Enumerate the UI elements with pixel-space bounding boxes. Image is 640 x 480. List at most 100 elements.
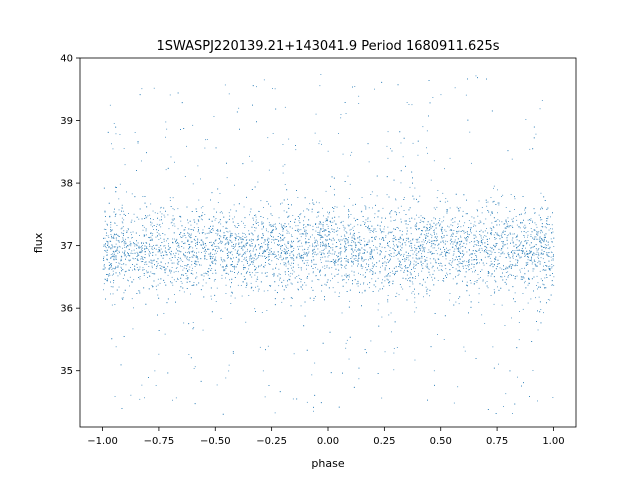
data-point — [502, 231, 503, 233]
data-point — [289, 279, 291, 281]
data-point — [358, 232, 360, 233]
data-point — [172, 399, 173, 401]
data-point — [378, 290, 380, 292]
data-point — [490, 214, 492, 216]
data-point — [518, 322, 520, 323]
data-point — [535, 264, 537, 266]
data-point — [336, 246, 338, 247]
data-point — [368, 228, 370, 229]
data-point — [420, 219, 422, 221]
data-point — [509, 260, 511, 262]
data-point — [511, 251, 512, 253]
data-point — [395, 199, 397, 201]
data-point — [372, 270, 374, 272]
data-point — [130, 245, 132, 247]
data-point — [416, 258, 418, 260]
data-point — [122, 240, 124, 241]
data-point — [522, 293, 524, 294]
data-point — [345, 113, 347, 114]
data-point — [190, 246, 192, 248]
data-point — [155, 285, 157, 287]
data-point — [458, 247, 459, 249]
data-point — [550, 216, 551, 218]
data-point — [298, 220, 300, 222]
data-point — [219, 242, 221, 244]
data-point — [344, 227, 346, 229]
data-point — [164, 245, 166, 247]
data-point — [305, 238, 306, 240]
data-point — [156, 226, 157, 227]
data-point — [172, 238, 173, 240]
data-point — [430, 246, 432, 248]
data-point — [169, 94, 171, 96]
data-point — [432, 240, 434, 242]
data-point — [482, 279, 484, 281]
data-point — [146, 242, 148, 244]
data-point — [502, 245, 504, 247]
data-point — [177, 208, 179, 210]
data-point — [415, 238, 417, 240]
data-point — [465, 232, 467, 233]
data-point — [290, 221, 291, 222]
data-point — [147, 277, 148, 278]
data-point — [527, 302, 529, 304]
data-point — [262, 217, 264, 218]
data-point — [166, 251, 167, 253]
data-point — [453, 259, 455, 261]
data-point — [532, 370, 534, 371]
data-point — [369, 268, 371, 270]
data-point — [316, 254, 317, 256]
data-point — [184, 265, 186, 266]
data-point — [266, 239, 268, 240]
data-point — [470, 227, 472, 229]
data-point — [384, 261, 386, 263]
data-point — [491, 248, 493, 249]
data-point — [344, 235, 346, 237]
data-point — [308, 273, 310, 275]
data-point — [410, 233, 412, 235]
data-point — [278, 233, 280, 234]
data-point — [362, 221, 364, 222]
data-point — [230, 295, 232, 297]
data-point — [278, 273, 280, 275]
data-point — [333, 208, 335, 209]
data-point — [103, 258, 104, 259]
data-point — [282, 239, 284, 241]
data-point — [351, 256, 353, 258]
data-point — [323, 244, 325, 246]
data-point — [528, 252, 530, 254]
data-point — [457, 386, 459, 388]
data-point — [395, 239, 396, 240]
data-point — [116, 248, 118, 250]
data-point — [424, 251, 425, 253]
data-point — [396, 212, 397, 214]
data-point — [393, 241, 395, 243]
data-point — [292, 297, 293, 299]
data-point — [148, 266, 150, 267]
data-point — [295, 149, 297, 151]
data-point — [257, 272, 259, 273]
data-point — [319, 85, 321, 87]
data-point — [295, 225, 297, 227]
data-point — [270, 205, 272, 207]
data-point — [225, 277, 226, 279]
data-point — [261, 223, 263, 224]
data-point — [207, 271, 209, 273]
data-point — [109, 274, 111, 276]
data-point — [505, 279, 507, 281]
data-point — [492, 226, 494, 228]
data-point — [245, 244, 247, 246]
data-point — [288, 223, 290, 225]
data-point — [507, 247, 509, 249]
data-point — [358, 95, 360, 97]
data-point — [223, 237, 225, 239]
data-point — [466, 261, 468, 263]
data-point — [311, 260, 313, 262]
data-point — [456, 206, 458, 208]
data-point — [552, 212, 553, 214]
data-point — [275, 256, 276, 257]
data-point — [548, 224, 550, 225]
data-point — [131, 237, 132, 239]
data-point — [130, 231, 132, 233]
data-point — [316, 216, 318, 218]
